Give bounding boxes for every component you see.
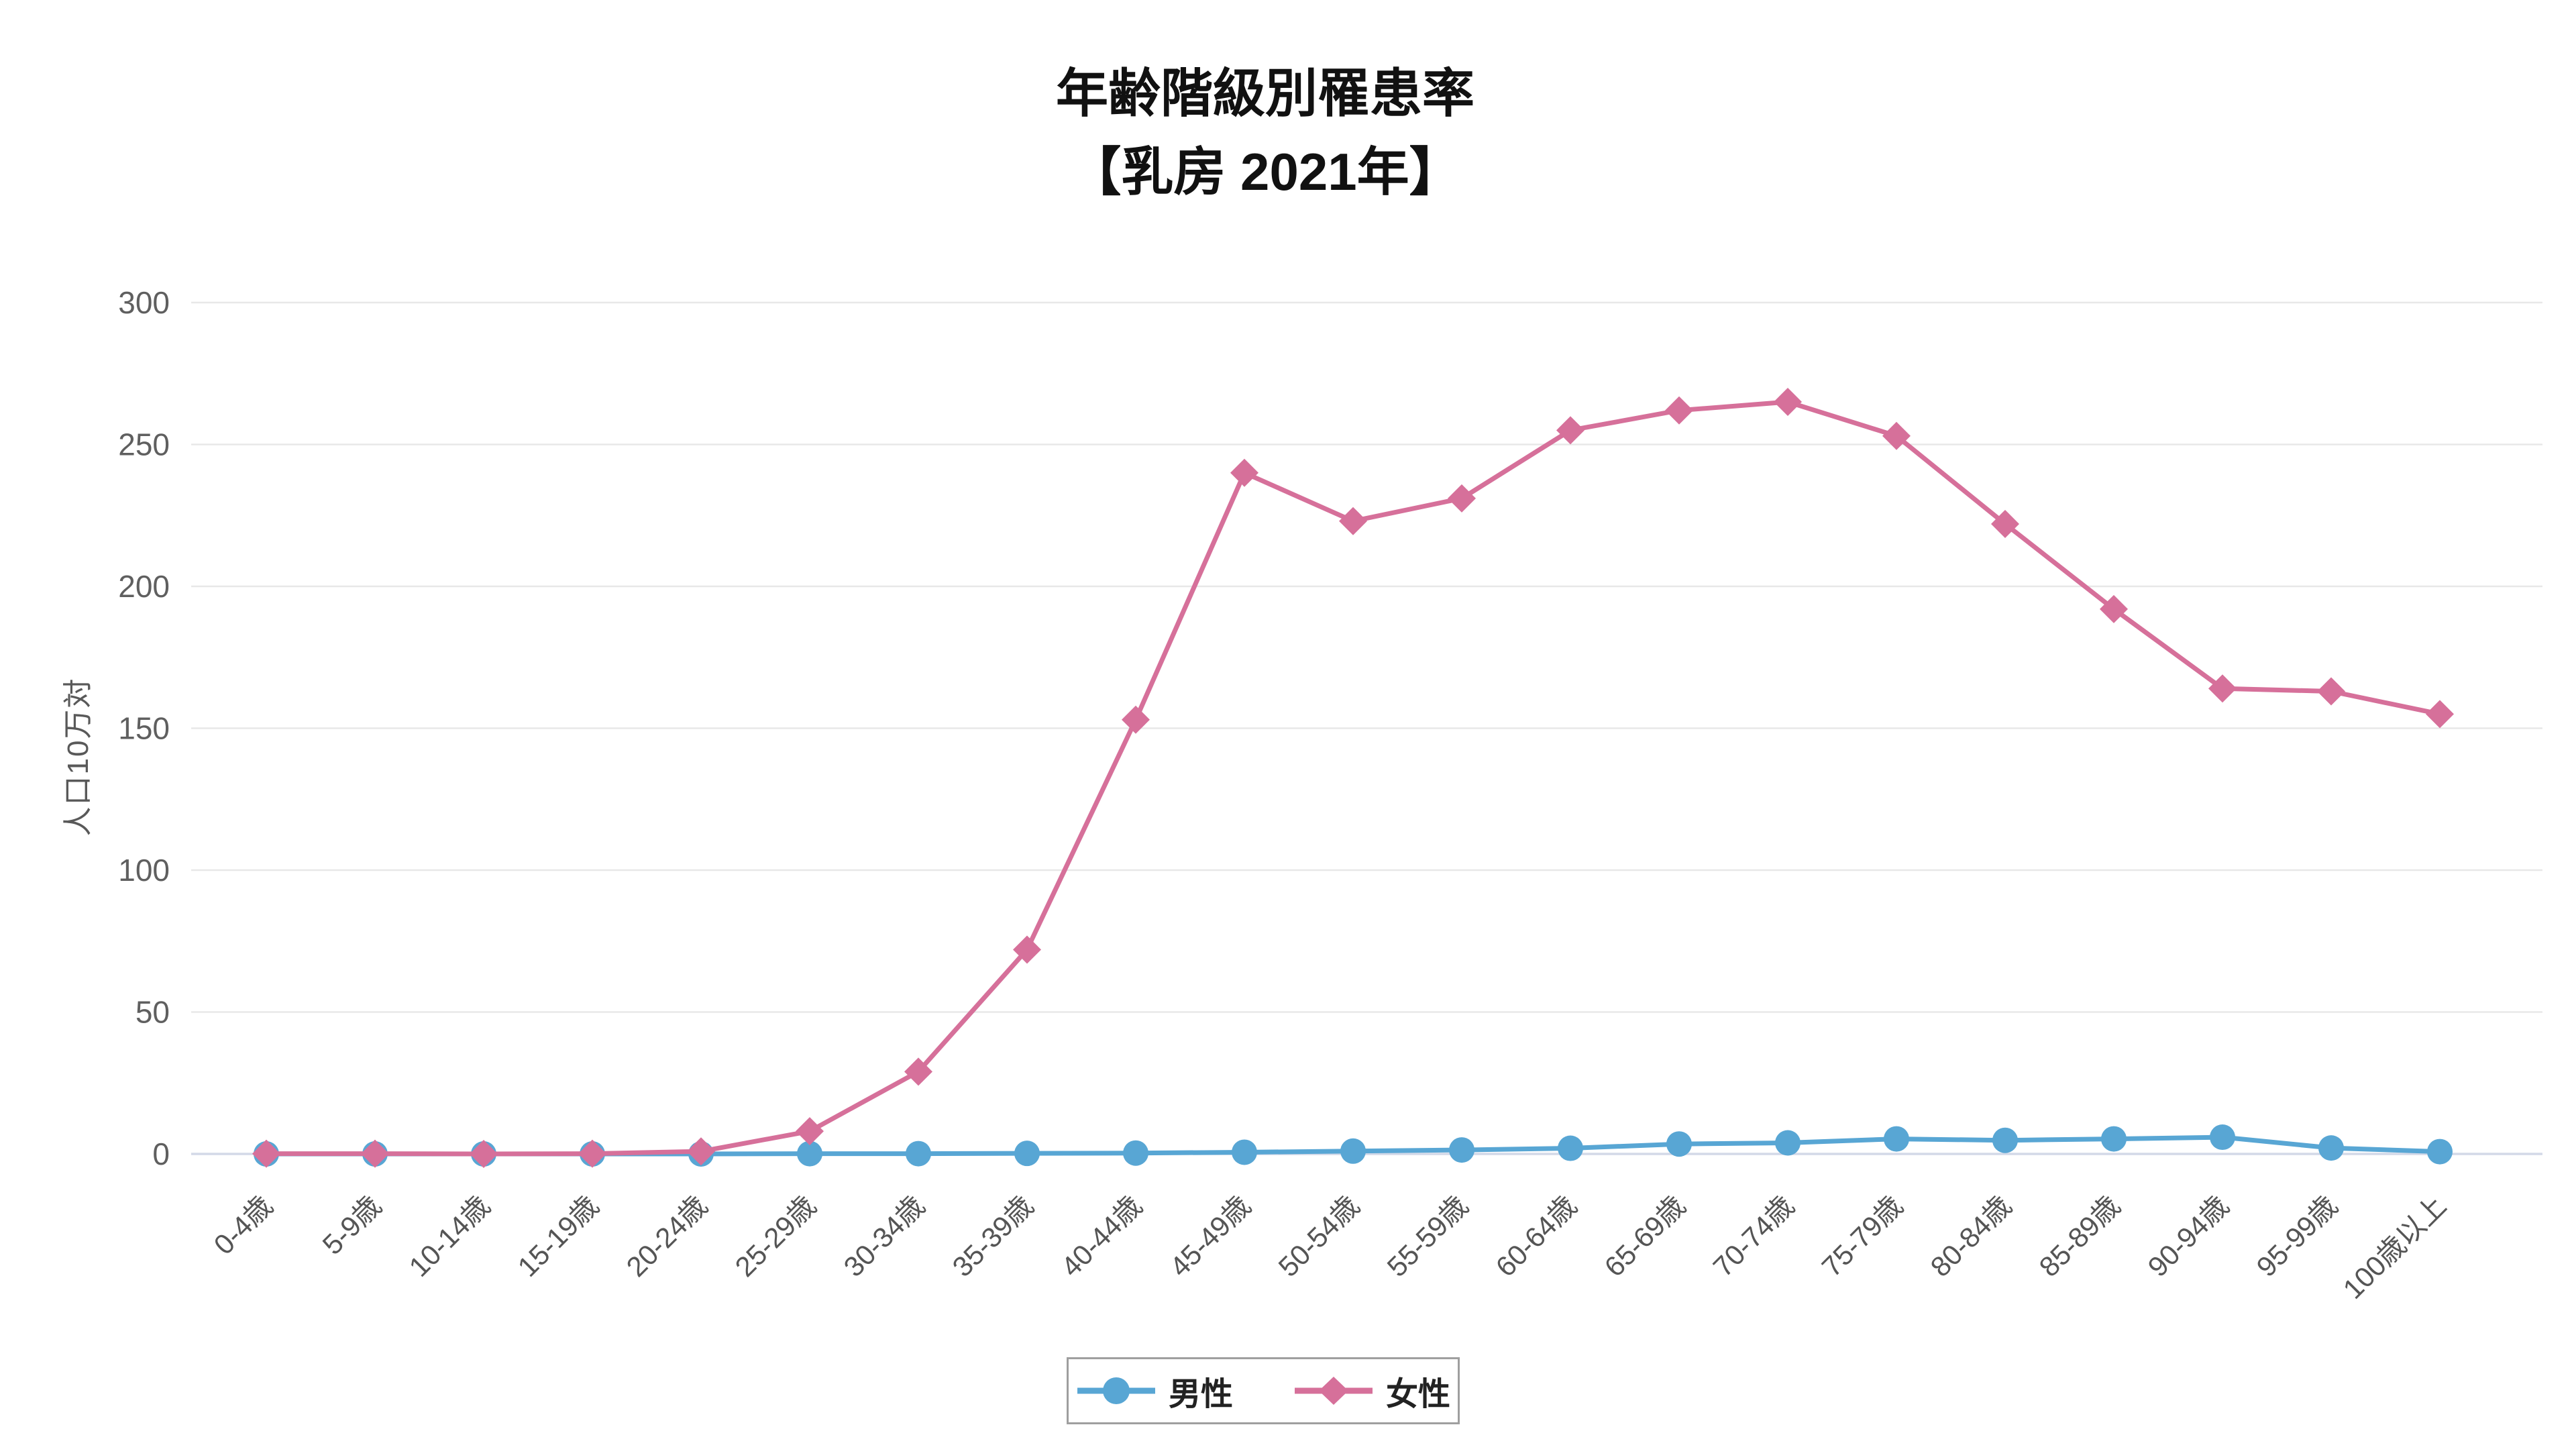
male-series-marker-icon <box>1077 1377 1155 1404</box>
data-point-female <box>796 1117 824 1146</box>
data-point-female <box>2317 677 2345 706</box>
legend: 男性 女性 <box>1067 1357 1460 1424</box>
data-point-female <box>2426 700 2454 729</box>
x-tick-label: 85-89歳 <box>2033 1189 2126 1283</box>
data-point-male <box>1449 1137 1474 1163</box>
data-point-male <box>1123 1140 1148 1166</box>
female-series-marker-icon <box>1295 1377 1373 1405</box>
x-tick-label: 15-19歳 <box>511 1189 604 1283</box>
data-point-male <box>1666 1131 1692 1157</box>
data-point-female <box>1882 421 1911 450</box>
y-tick-label: 50 <box>136 995 170 1030</box>
data-point-female <box>687 1137 715 1166</box>
x-tick-label: 0-4歳 <box>207 1189 278 1261</box>
x-tick-label: 20-24歳 <box>620 1189 713 1283</box>
data-point-male <box>1014 1141 1040 1167</box>
legend-label-male: 男性 <box>1168 1377 1233 1412</box>
data-point-female <box>904 1057 932 1086</box>
data-point-male <box>1558 1135 1583 1161</box>
data-point-female <box>1556 416 1585 445</box>
x-tick-label: 95-99歳 <box>2250 1189 2343 1283</box>
data-point-male <box>1775 1130 1801 1156</box>
x-tick-label: 70-74歳 <box>1707 1189 1800 1283</box>
data-point-female <box>1448 484 1476 513</box>
x-tick-label: 45-49歳 <box>1163 1189 1256 1283</box>
data-point-male <box>2210 1124 2235 1151</box>
data-point-male <box>2318 1135 2344 1161</box>
x-tick-label: 30-34歳 <box>837 1189 930 1283</box>
data-point-female <box>1013 935 1041 964</box>
x-tick-label: 60-64歳 <box>1489 1189 1582 1283</box>
data-point-female <box>2100 594 2128 623</box>
x-tick-label: 35-39歳 <box>946 1189 1039 1283</box>
chart-subtitle: 【乳房 2021年】 <box>1069 142 1462 201</box>
data-point-male <box>1884 1126 1909 1152</box>
y-tick-label: 100 <box>118 853 170 888</box>
data-point-female <box>578 1139 606 1168</box>
chart-title: 年齢階級別罹患率 <box>1055 64 1474 123</box>
x-tick-label: 25-29歳 <box>729 1189 822 1283</box>
data-point-female <box>361 1139 389 1168</box>
legend-item-female: 女性 <box>1293 1367 1450 1414</box>
data-point-female <box>252 1139 280 1168</box>
x-tick-label: 50-54歳 <box>1272 1189 1365 1283</box>
x-tick-label: 100歳以上 <box>2337 1189 2452 1305</box>
x-tick-label: 40-44歳 <box>1055 1189 1148 1283</box>
data-point-female <box>1774 388 1802 417</box>
x-tick-label: 65-69歳 <box>1598 1189 1691 1283</box>
x-tick-label: 55-59歳 <box>1381 1189 1474 1283</box>
data-point-male <box>2101 1126 2127 1152</box>
y-tick-label: 250 <box>118 427 170 462</box>
x-tick-label: 75-79歳 <box>1815 1189 1909 1283</box>
data-point-male <box>1340 1138 1366 1164</box>
data-point-male <box>1232 1139 1257 1165</box>
y-tick-label: 300 <box>118 285 170 320</box>
y-tick-label: 200 <box>118 569 170 604</box>
x-tick-label: 90-94歳 <box>2141 1189 2235 1283</box>
data-point-female <box>1991 509 2019 538</box>
x-tick-label: 5-9歳 <box>316 1189 387 1261</box>
data-point-male <box>2427 1139 2453 1165</box>
data-point-female <box>1665 396 1693 425</box>
data-point-female <box>1339 507 1367 535</box>
legend-item-male: 男性 <box>1076 1367 1233 1414</box>
data-point-male <box>797 1141 822 1167</box>
x-tick-label: 80-84歳 <box>1924 1189 2017 1283</box>
y-tick-label: 0 <box>152 1136 170 1171</box>
legend-label-female: 女性 <box>1386 1377 1451 1412</box>
data-point-female <box>470 1140 498 1168</box>
data-point-female <box>2208 674 2237 703</box>
data-point-male <box>1992 1127 2018 1153</box>
data-point-female <box>1122 705 1150 734</box>
data-point-female <box>1230 458 1258 487</box>
y-tick-label: 150 <box>118 711 170 746</box>
data-point-male <box>906 1141 931 1167</box>
x-tick-label: 10-14歳 <box>402 1189 496 1283</box>
